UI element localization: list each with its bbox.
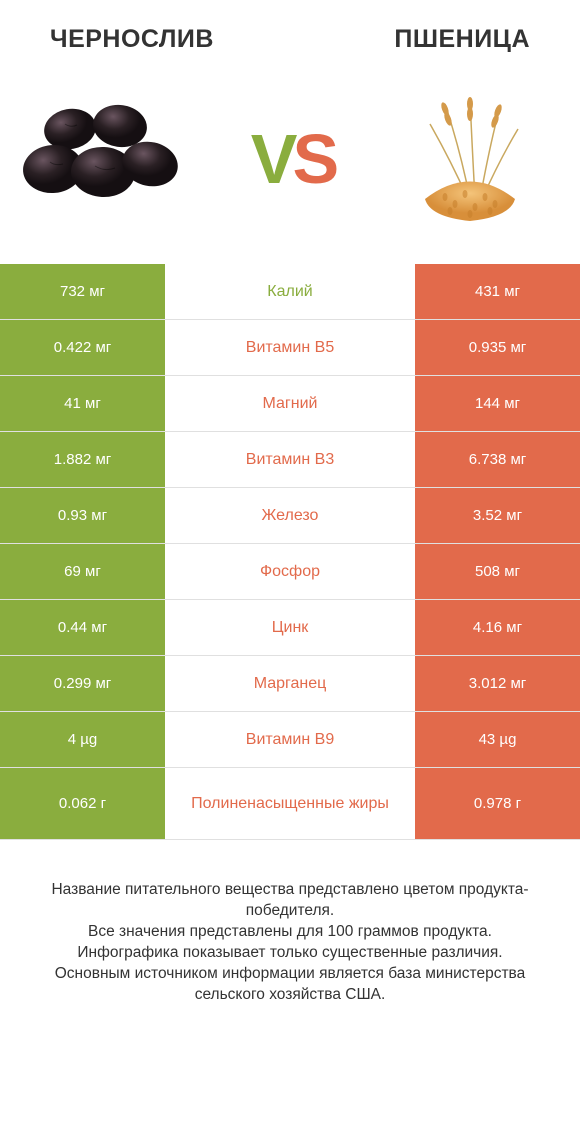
left-value-cell: 4 µg (0, 712, 165, 767)
footer-line-4: Основным источником информации является … (20, 964, 560, 1006)
right-value-cell: 431 мг (415, 264, 580, 319)
wheat-image (400, 89, 540, 229)
nutrient-name-cell: Калий (165, 264, 415, 319)
vs-v: V (251, 119, 293, 199)
right-value-cell: 508 мг (415, 544, 580, 599)
left-value-cell: 0.44 мг (0, 600, 165, 655)
right-value-cell: 0.935 мг (415, 320, 580, 375)
right-value-cell: 3.012 мг (415, 656, 580, 711)
table-row: 4 µgВитамин B943 µg (0, 712, 580, 768)
footer-line-2: Все значения представлены для 100 граммо… (20, 922, 560, 943)
table-row: 0.93 мгЖелезо3.52 мг (0, 488, 580, 544)
prune-icon (15, 94, 185, 224)
footer-line-1: Название питательного вещества представл… (20, 880, 560, 922)
right-value-cell: 6.738 мг (415, 432, 580, 487)
left-value-cell: 732 мг (0, 264, 165, 319)
vs-s: S (293, 119, 335, 199)
table-row: 1.882 мгВитамин B36.738 мг (0, 432, 580, 488)
left-product-title: ЧЕРНОСЛИВ (50, 25, 214, 54)
vs-label: V S (251, 119, 334, 199)
table-row: 0.299 мгМарганец3.012 мг (0, 656, 580, 712)
comparison-table: 732 мгКалий431 мг0.422 мгВитамин B50.935… (0, 264, 580, 840)
prune-image (15, 89, 185, 229)
table-row: 0.44 мгЦинк4.16 мг (0, 600, 580, 656)
header: ЧЕРНОСЛИВ ПШЕНИЦА (0, 0, 580, 64)
left-value-cell: 0.422 мг (0, 320, 165, 375)
table-row: 732 мгКалий431 мг (0, 264, 580, 320)
table-row: 69 мгФосфор508 мг (0, 544, 580, 600)
nutrient-name-cell: Полиненасыщенные жиры (165, 768, 415, 839)
nutrient-name-cell: Фосфор (165, 544, 415, 599)
right-value-cell: 144 мг (415, 376, 580, 431)
nutrient-name-cell: Марганец (165, 656, 415, 711)
left-value-cell: 0.062 г (0, 768, 165, 839)
vs-row: V S (0, 64, 580, 264)
left-value-cell: 0.299 мг (0, 656, 165, 711)
left-value-cell: 1.882 мг (0, 432, 165, 487)
right-product-title: ПШЕНИЦА (394, 25, 530, 54)
wheat-icon (400, 89, 540, 229)
right-value-cell: 43 µg (415, 712, 580, 767)
nutrient-name-cell: Магний (165, 376, 415, 431)
nutrient-name-cell: Железо (165, 488, 415, 543)
footer-line-3: Инфографика показывает только существенн… (20, 943, 560, 964)
table-row: 0.422 мгВитамин B50.935 мг (0, 320, 580, 376)
left-value-cell: 41 мг (0, 376, 165, 431)
right-value-cell: 3.52 мг (415, 488, 580, 543)
table-row: 0.062 гПолиненасыщенные жиры0.978 г (0, 768, 580, 840)
left-value-cell: 0.93 мг (0, 488, 165, 543)
nutrient-name-cell: Витамин B3 (165, 432, 415, 487)
table-row: 41 мгМагний144 мг (0, 376, 580, 432)
footer-notes: Название питательного вещества представл… (0, 840, 580, 1006)
nutrient-name-cell: Витамин B5 (165, 320, 415, 375)
nutrient-name-cell: Витамин B9 (165, 712, 415, 767)
right-value-cell: 4.16 мг (415, 600, 580, 655)
right-value-cell: 0.978 г (415, 768, 580, 839)
nutrient-name-cell: Цинк (165, 600, 415, 655)
left-value-cell: 69 мг (0, 544, 165, 599)
